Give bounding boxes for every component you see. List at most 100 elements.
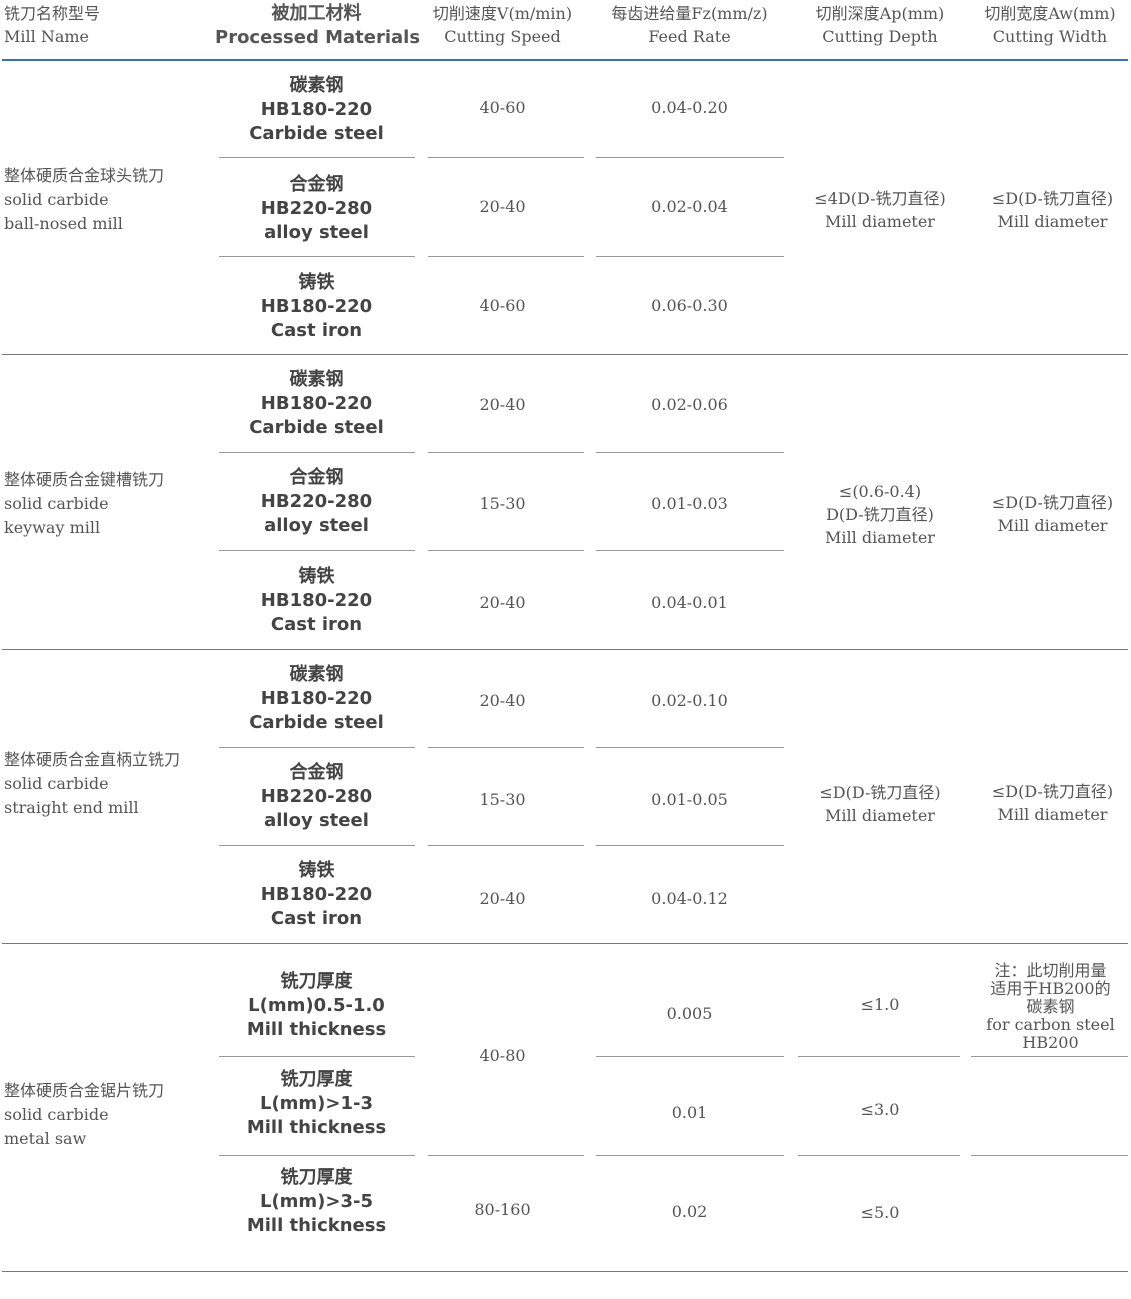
material-en: Cast iron <box>270 908 363 929</box>
cutting-depth-zh: ≤4D(D-铣刀直径) <box>814 189 946 208</box>
mill-name-en-1: solid carbide <box>4 774 109 793</box>
header-mill-name-zh: 铣刀名称型号 <box>4 4 101 23</box>
cutting-depth-line-1: ≤(0.6-0.4) <box>838 482 922 501</box>
row-divider <box>596 1056 784 1057</box>
mill-name-zh: 整体硬质合金锯片铣刀 <box>4 1081 165 1100</box>
material-zh: 合金钢 <box>289 174 344 195</box>
note-line-1: 注：此切削用量 <box>994 961 1107 980</box>
feed-rate-value: 0.01 <box>671 1103 708 1122</box>
mill-name-en-2: straight end mill <box>4 798 139 817</box>
row-divider <box>596 1155 784 1156</box>
material-en: alloy steel <box>264 222 369 243</box>
material-grade: HB180-220 <box>260 393 373 414</box>
material-grade: HB180-220 <box>260 99 373 120</box>
material-zh: 碳素钢 <box>289 664 344 685</box>
material-cell: 铸铁 HB180-220 Cast iron <box>215 565 418 637</box>
row-divider <box>596 452 784 453</box>
material-cell: 碳素钢 HB180-220 Carbide steel <box>215 74 418 146</box>
material-grade: HB220-280 <box>260 198 373 219</box>
header-cutting-width-zh: 切削宽度Aw(mm) <box>984 4 1116 23</box>
feed-rate-value: 0.02 <box>671 1202 708 1221</box>
mill-thickness-zh: 铣刀厚度 <box>280 971 353 992</box>
cutting-width-cell: ≤D(D-铣刀直径) Mill diameter <box>970 187 1131 233</box>
note-line-4: for carbon steel <box>986 1015 1115 1034</box>
feed-rate-value: 0.01-0.03 <box>651 494 728 513</box>
material-cell: 铣刀厚度 L(mm)>1-3 Mill thickness <box>215 1068 418 1140</box>
row-divider <box>219 157 415 158</box>
mill-name-en-2: ball-nosed mill <box>4 214 123 233</box>
cutting-depth-value: ≤1.0 <box>860 995 900 1014</box>
row-divider <box>596 550 784 551</box>
header-mill-name: 铣刀名称型号 Mill Name <box>4 2 100 48</box>
row-divider <box>219 550 415 551</box>
material-grade: HB220-280 <box>260 491 373 512</box>
feed-rate-value: 0.06-0.30 <box>651 296 728 315</box>
material-en: alloy steel <box>264 810 369 831</box>
row-divider <box>219 845 415 846</box>
mill-name-keyway: 整体硬质合金键槽铣刀 solid carbide keyway mill <box>4 468 164 540</box>
material-cell: 铣刀厚度 L(mm)>3-5 Mill thickness <box>215 1166 418 1238</box>
material-en: Carbide steel <box>249 123 384 144</box>
feed-rate-value: 0.02-0.04 <box>651 197 728 216</box>
cutting-width-en: Mill diameter <box>997 805 1108 824</box>
row-divider <box>219 1056 415 1057</box>
mill-name-en-2: metal saw <box>4 1129 87 1148</box>
mill-name-metal-saw: 整体硬质合金锯片铣刀 solid carbide metal saw <box>4 1079 164 1151</box>
header-cutting-speed: 切削速度V(m/min) Cutting Speed <box>420 2 585 48</box>
row-divider <box>971 1155 1128 1156</box>
row-divider <box>428 452 584 453</box>
cutting-width-en: Mill diameter <box>997 212 1108 231</box>
row-divider <box>219 747 415 748</box>
header-feed-rate-zh: 每齿进给量Fz(mm/z) <box>611 4 768 23</box>
row-divider <box>596 845 784 846</box>
cutting-width-cell: ≤D(D-铣刀直径) Mill diameter <box>970 491 1131 537</box>
cutting-depth-line-2: D(D-铣刀直径) <box>826 505 934 524</box>
feed-rate-value: 0.04-0.20 <box>651 98 728 117</box>
row-divider <box>428 550 584 551</box>
row-divider <box>428 747 584 748</box>
cutting-width-zh: ≤D(D-铣刀直径) <box>991 493 1114 512</box>
material-zh: 合金钢 <box>289 762 344 783</box>
row-divider <box>596 157 784 158</box>
table-bottom-rule <box>2 1271 1128 1272</box>
header-divider <box>2 59 1128 61</box>
material-en: alloy steel <box>264 515 369 536</box>
mill-name-en-1: solid carbide <box>4 1105 109 1124</box>
group-divider <box>2 649 1128 650</box>
cutting-speed-value: 20-40 <box>479 197 526 216</box>
header-cutting-depth-zh: 切削深度Ap(mm) <box>815 4 945 23</box>
mill-thickness-range: L(mm)>3-5 <box>259 1191 374 1212</box>
material-cell: 合金钢 HB220-280 alloy steel <box>215 466 418 538</box>
group-divider <box>2 943 1128 944</box>
cutting-width-zh: ≤D(D-铣刀直径) <box>991 189 1114 208</box>
note-line-3: 碳素钢 <box>1026 997 1075 1016</box>
cutting-speed-value: 20-40 <box>479 691 526 710</box>
header-feed-rate-en: Feed Rate <box>648 27 731 46</box>
material-zh: 铸铁 <box>298 566 335 587</box>
cutting-depth-cell: ≤D(D-铣刀直径) Mill diameter <box>795 781 965 827</box>
row-divider <box>428 1155 584 1156</box>
cutting-speed-value: 40-60 <box>479 296 526 315</box>
cutting-speed-value: 20-40 <box>479 395 526 414</box>
row-divider <box>798 1155 960 1156</box>
mill-name-en-1: solid carbide <box>4 190 109 209</box>
material-en: Carbide steel <box>249 417 384 438</box>
material-grade: HB180-220 <box>260 688 373 709</box>
row-divider <box>219 256 415 257</box>
cutting-width-cell: ≤D(D-铣刀直径) Mill diameter <box>970 780 1131 826</box>
material-cell: 合金钢 HB220-280 alloy steel <box>215 761 418 833</box>
cutting-speed-value: 80-160 <box>474 1200 531 1219</box>
mill-thickness-en: Mill thickness <box>246 1019 387 1040</box>
cutting-depth-cell: ≤4D(D-铣刀直径) Mill diameter <box>795 187 965 233</box>
cutting-speed-value: 15-30 <box>479 494 526 513</box>
cutting-depth-line-3: Mill diameter <box>825 528 935 547</box>
mill-thickness-zh: 铣刀厚度 <box>280 1069 353 1090</box>
cutting-width-zh: ≤D(D-铣刀直径) <box>991 782 1114 801</box>
material-zh: 碳素钢 <box>289 369 344 390</box>
material-zh: 碳素钢 <box>289 75 344 96</box>
header-cutting-speed-en: Cutting Speed <box>444 27 561 46</box>
cutting-speed-value: 20-40 <box>479 889 526 908</box>
material-grade: HB180-220 <box>260 590 373 611</box>
row-divider <box>798 1056 960 1057</box>
feed-rate-value: 0.005 <box>666 1004 713 1023</box>
